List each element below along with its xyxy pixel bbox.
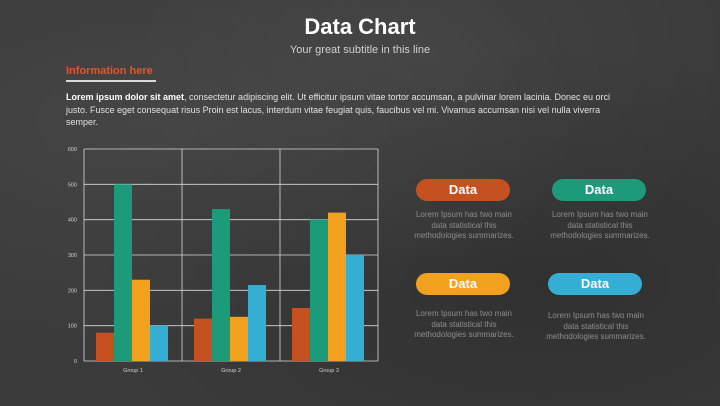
bar-group-2-s4 [248, 285, 266, 361]
bar-group-2-s3 [230, 316, 248, 361]
card-text-4: Lorem Ipsum has two main data statistica… [546, 311, 646, 341]
card-text-3: Lorem Ipsum has two main data statistica… [414, 309, 514, 339]
y-tick-label: 100 [68, 324, 77, 330]
bar-group-1-s4 [150, 325, 168, 361]
bar-group-1-s1 [96, 332, 114, 361]
y-tick-label: 200 [68, 288, 77, 294]
info-body: Lorem ipsum dolor sit amet, consectetur … [66, 91, 626, 129]
data-badge-1: Data [416, 179, 510, 201]
y-tick-label: 400 [68, 218, 77, 224]
info-heading-underline [66, 80, 156, 82]
y-tick-label: 300 [68, 253, 77, 259]
data-badge-4: Data [548, 273, 642, 295]
card-text-2: Lorem Ipsum has two main data statistica… [550, 210, 650, 240]
bar-group-3-s4 [346, 255, 364, 361]
y-tick-label: 500 [68, 182, 77, 188]
info-heading: Information here [66, 65, 153, 77]
x-tick-label: Group 3 [319, 368, 339, 374]
data-badge-2: Data [552, 179, 646, 201]
bar-group-2-s1 [194, 318, 212, 361]
slide-subtitle: Your great subtitle in this line [289, 44, 431, 56]
x-tick-label: Group 1 [123, 368, 143, 374]
info-body-rest: , consectetur adipiscing elit. Ut effici… [66, 92, 611, 127]
data-badge-3: Data [416, 273, 510, 295]
slide-title: Data Chart [304, 14, 416, 39]
y-tick-label: 0 [74, 359, 77, 365]
bar-group-2-s2 [212, 209, 230, 361]
bar-group-3-s3 [328, 212, 346, 361]
bar-group-3-s2 [310, 219, 328, 361]
card-text-1: Lorem Ipsum has two main data statistica… [414, 210, 514, 240]
info-body-bold: Lorem ipsum dolor sit amet [66, 92, 185, 102]
bar-group-1-s2 [114, 184, 132, 361]
x-tick-label: Group 2 [221, 368, 241, 374]
bar-group-1-s3 [132, 279, 150, 361]
bar-group-3-s1 [292, 308, 310, 361]
y-tick-label: 600 [68, 147, 77, 153]
